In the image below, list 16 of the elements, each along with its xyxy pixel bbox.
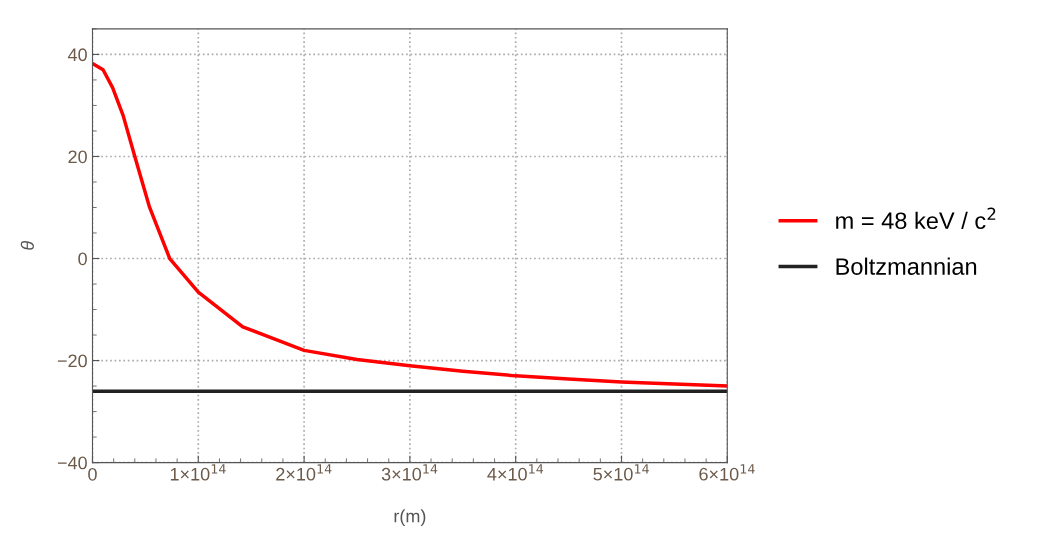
y-tick-label: −20 [57, 354, 87, 368]
y-tick-label: 40 [67, 48, 87, 62]
legend-label: Boltzmannian [836, 257, 977, 275]
legend-label: m = 48 keV / c$^{2}$ [836, 207, 996, 230]
x-tick-label: 0 [88, 467, 97, 481]
y-axis-title: θ [20, 241, 34, 250]
y-tick-label: 0 [78, 252, 87, 266]
x-tick-label: 6×10$^{14}$ [699, 464, 755, 481]
x-tick-label: 5×10$^{14}$ [593, 464, 649, 481]
x-tick-label: 2×10$^{14}$ [276, 464, 332, 481]
x-tick-label: 3×10$^{14}$ [381, 464, 438, 481]
x-axis-title: r(m) [394, 509, 426, 527]
x-tick-label: 4×10$^{14}$ [487, 464, 544, 481]
x-tick-label: 1×10$^{14}$ [170, 464, 226, 481]
y-tick-label: −40 [57, 456, 87, 470]
y-tick-label: 20 [68, 150, 87, 164]
